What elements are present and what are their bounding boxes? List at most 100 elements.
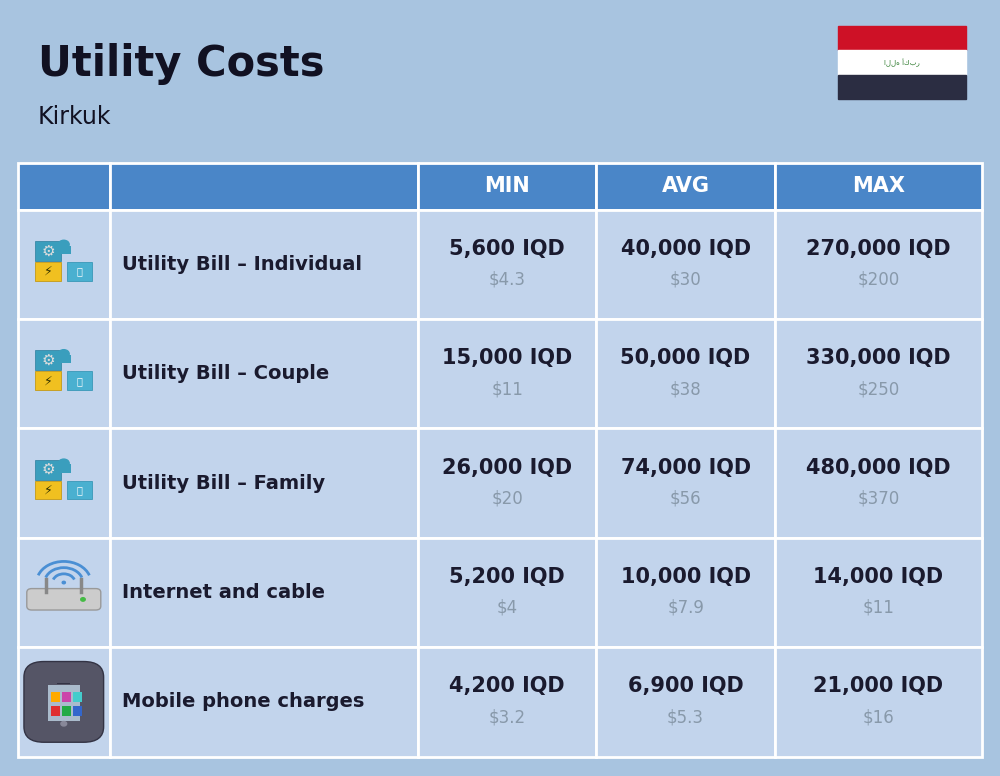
Text: 50,000 IQD: 50,000 IQD	[620, 348, 751, 368]
Text: $30: $30	[670, 271, 701, 289]
Text: $200: $200	[857, 271, 899, 289]
Text: MIN: MIN	[484, 176, 530, 196]
Text: $370: $370	[857, 490, 899, 508]
Text: 74,000 IQD: 74,000 IQD	[621, 458, 751, 477]
Text: $7.9: $7.9	[667, 599, 704, 617]
Bar	[67, 481, 92, 500]
Text: 330,000 IQD: 330,000 IQD	[806, 348, 951, 368]
Bar	[838, 50, 966, 74]
Bar	[73, 692, 82, 702]
Circle shape	[62, 581, 65, 584]
Bar	[775, 319, 982, 428]
Text: $56: $56	[670, 490, 701, 508]
Bar	[56, 464, 71, 473]
Bar	[418, 163, 596, 210]
Bar	[775, 647, 982, 757]
Bar	[18, 163, 110, 210]
Bar	[18, 319, 110, 428]
Bar	[35, 241, 61, 261]
Bar	[418, 538, 596, 647]
Bar	[67, 262, 92, 281]
Text: Internet and cable: Internet and cable	[122, 583, 325, 602]
Text: الله أكبر: الله أكبر	[884, 58, 920, 67]
Text: 15,000 IQD: 15,000 IQD	[442, 348, 572, 368]
Bar	[62, 705, 71, 715]
Text: $20: $20	[491, 490, 523, 508]
Text: 40,000 IQD: 40,000 IQD	[621, 239, 751, 258]
Text: 14,000 IQD: 14,000 IQD	[813, 567, 943, 587]
Text: ⚡: ⚡	[44, 374, 52, 387]
Bar	[418, 428, 596, 538]
Text: $4.3: $4.3	[489, 271, 526, 289]
FancyBboxPatch shape	[24, 661, 104, 743]
Text: $5.3: $5.3	[667, 708, 704, 726]
Bar	[596, 163, 775, 210]
Bar	[56, 355, 71, 363]
Bar	[775, 428, 982, 538]
Text: Kirkuk: Kirkuk	[38, 105, 112, 129]
Text: AVG: AVG	[662, 176, 710, 196]
Text: MAX: MAX	[852, 176, 905, 196]
Text: $11: $11	[491, 380, 523, 398]
Bar	[596, 319, 775, 428]
Bar	[57, 683, 70, 684]
Text: 21,000 IQD: 21,000 IQD	[813, 677, 943, 696]
Bar	[110, 319, 418, 428]
Circle shape	[58, 459, 69, 467]
Bar	[596, 210, 775, 319]
Bar	[51, 705, 60, 715]
Bar	[775, 538, 982, 647]
Text: 4,200 IQD: 4,200 IQD	[449, 677, 565, 696]
Text: 26,000 IQD: 26,000 IQD	[442, 458, 572, 477]
Text: 5,600 IQD: 5,600 IQD	[449, 239, 565, 258]
Text: 6,900 IQD: 6,900 IQD	[628, 677, 743, 696]
Bar	[596, 538, 775, 647]
Text: 💧: 💧	[77, 485, 82, 495]
Bar	[73, 705, 82, 715]
Bar	[775, 163, 982, 210]
Bar	[35, 351, 61, 370]
Bar	[62, 692, 71, 702]
Bar	[838, 26, 966, 50]
Text: 5,200 IQD: 5,200 IQD	[449, 567, 565, 587]
Text: $11: $11	[862, 599, 894, 617]
Bar	[110, 428, 418, 538]
FancyBboxPatch shape	[27, 589, 101, 610]
Text: $4: $4	[497, 599, 518, 617]
Bar	[51, 692, 60, 702]
Bar	[35, 481, 61, 500]
Bar	[775, 210, 982, 319]
Bar	[18, 538, 110, 647]
Bar	[67, 372, 92, 390]
Circle shape	[61, 722, 67, 726]
Bar	[596, 647, 775, 757]
Bar	[110, 538, 418, 647]
Text: 480,000 IQD: 480,000 IQD	[806, 458, 951, 477]
Text: ⚡: ⚡	[44, 483, 52, 497]
Text: Utility Bill – Family: Utility Bill – Family	[122, 473, 325, 493]
Bar	[418, 319, 596, 428]
Text: $3.2: $3.2	[489, 708, 526, 726]
Text: Utility Bill – Couple: Utility Bill – Couple	[122, 364, 329, 383]
Text: Mobile phone charges: Mobile phone charges	[122, 692, 364, 712]
Bar	[56, 246, 71, 254]
Text: ⚙: ⚙	[41, 462, 55, 477]
Text: ⚙: ⚙	[41, 353, 55, 368]
Text: $250: $250	[857, 380, 899, 398]
Circle shape	[58, 241, 69, 248]
Circle shape	[58, 350, 69, 358]
Text: ⚡: ⚡	[44, 265, 52, 278]
Text: $16: $16	[862, 708, 894, 726]
Bar	[110, 163, 418, 210]
Bar	[596, 428, 775, 538]
Text: 💧: 💧	[77, 266, 82, 276]
Bar	[418, 210, 596, 319]
Text: 💧: 💧	[77, 376, 82, 386]
Text: 10,000 IQD: 10,000 IQD	[621, 567, 751, 587]
Bar	[35, 459, 61, 480]
Text: ⚙: ⚙	[41, 244, 55, 258]
Bar	[48, 685, 80, 721]
Bar	[18, 210, 110, 319]
Bar	[18, 428, 110, 538]
Circle shape	[81, 598, 85, 601]
